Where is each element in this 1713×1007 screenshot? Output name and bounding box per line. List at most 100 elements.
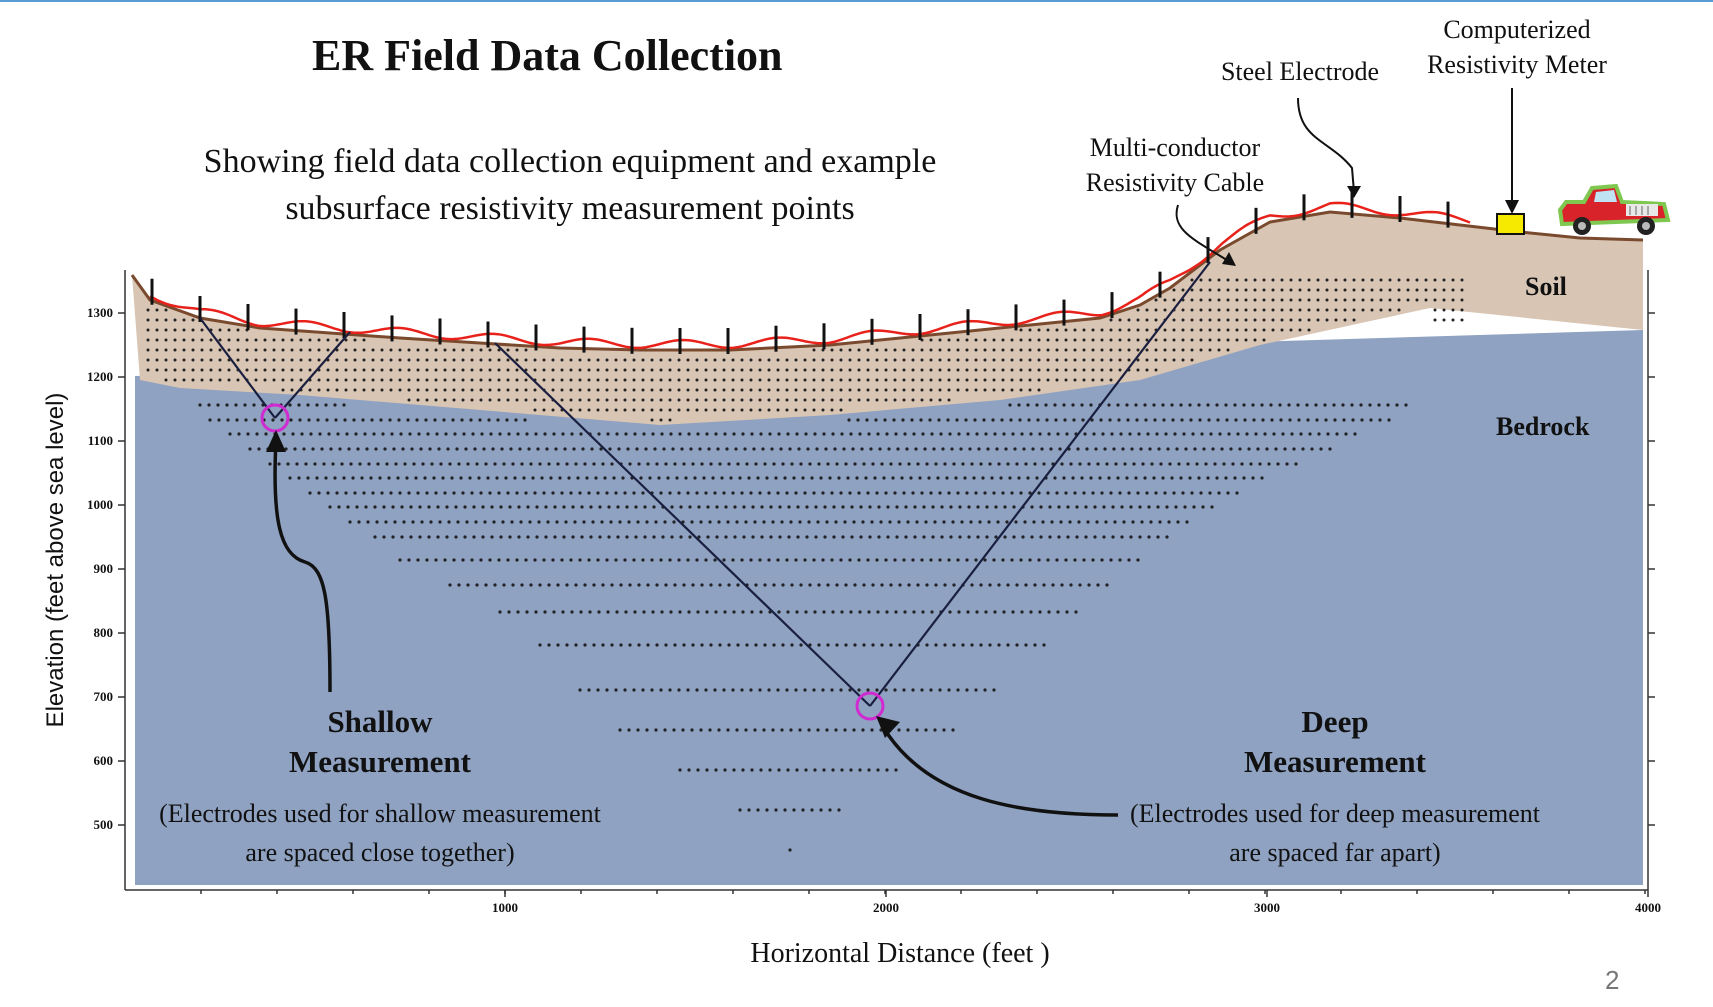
measurement-point	[594, 476, 598, 480]
measurement-point	[722, 688, 726, 692]
measurement-point	[1289, 288, 1293, 292]
measurement-point	[263, 378, 267, 382]
measurement-point	[425, 491, 429, 495]
measurement-point	[300, 432, 304, 436]
measurement-point	[460, 418, 464, 422]
measurement-point	[1256, 447, 1260, 451]
measurement-point	[796, 505, 800, 509]
measurement-point	[934, 643, 938, 647]
measurement-point	[1253, 298, 1257, 302]
measurement-point	[929, 338, 933, 342]
measurement-point	[1099, 418, 1103, 422]
measurement-point	[920, 688, 924, 692]
measurement-point	[624, 432, 628, 436]
measurement-point	[1280, 328, 1284, 332]
measurement-point	[580, 505, 584, 509]
measurement-point	[988, 583, 992, 587]
measurement-point	[885, 610, 889, 614]
measurement-point	[1004, 447, 1008, 451]
measurement-point	[542, 491, 546, 495]
electrodes-group	[150, 191, 1450, 354]
measurement-point	[786, 432, 790, 436]
measurement-point	[357, 520, 361, 524]
measurement-point	[1005, 520, 1009, 524]
measurement-point	[244, 418, 248, 422]
measurement-point	[1442, 308, 1446, 312]
measurement-point	[146, 318, 150, 322]
measurement-point	[1147, 505, 1151, 509]
measurement-point	[736, 462, 740, 466]
measurement-point	[1397, 278, 1401, 282]
measurement-point	[610, 583, 614, 587]
measurement-point	[448, 462, 452, 466]
measurement-point	[1276, 462, 1280, 466]
measurement-point	[610, 462, 614, 466]
measurement-point	[425, 398, 429, 402]
measurement-point	[830, 368, 834, 372]
measurement-point	[347, 447, 351, 451]
measurement-point	[1002, 432, 1006, 436]
measurement-point	[1010, 558, 1014, 562]
measurement-point	[1226, 288, 1230, 292]
measurement-point	[1442, 278, 1446, 282]
measurement-point	[623, 398, 627, 402]
measurement-point	[668, 378, 672, 382]
measurement-point	[538, 462, 542, 466]
measurement-point	[461, 558, 465, 562]
measurement-point	[777, 432, 781, 436]
measurement-point	[1047, 610, 1051, 614]
measurement-point	[569, 388, 573, 392]
y-axis-label: Elevation (feet above sea level)	[42, 392, 69, 728]
measurement-point	[743, 447, 747, 451]
measurement-point	[1149, 520, 1153, 524]
measurement-point	[146, 338, 150, 342]
measurement-point	[272, 358, 276, 362]
measurement-point	[327, 432, 331, 436]
measurement-point	[389, 348, 393, 352]
measurement-point	[947, 491, 951, 495]
measurement-point	[877, 535, 881, 539]
measurement-point	[1199, 278, 1203, 282]
measurement-point	[1109, 558, 1113, 562]
measurement-point	[876, 610, 880, 614]
measurement-point	[938, 368, 942, 372]
measurement-point	[209, 368, 213, 372]
measurement-point	[678, 610, 682, 614]
measurement-point	[1280, 298, 1284, 302]
measurement-point	[740, 491, 744, 495]
measurement-point	[931, 535, 935, 539]
measurement-point	[1199, 298, 1203, 302]
measurement-point	[1298, 298, 1302, 302]
measurement-point	[243, 403, 247, 407]
measurement-point	[488, 491, 492, 495]
measurement-point	[277, 462, 281, 466]
measurement-point	[758, 358, 762, 362]
measurement-point	[789, 520, 793, 524]
measurement-point	[596, 688, 600, 692]
measurement-point	[556, 583, 560, 587]
measurement-point	[564, 520, 568, 524]
measurement-point	[1190, 298, 1194, 302]
measurement-point	[738, 808, 742, 812]
measurement-point	[457, 583, 461, 587]
measurement-point	[691, 462, 695, 466]
measurement-point	[1100, 338, 1104, 342]
measurement-point	[870, 728, 874, 732]
measurement-point	[1433, 298, 1437, 302]
measurement-point	[326, 388, 330, 392]
measurement-point	[932, 447, 936, 451]
measurement-point	[1014, 520, 1018, 524]
measurement-point	[965, 358, 969, 362]
measurement-point	[403, 462, 407, 466]
measurement-point	[1217, 278, 1221, 282]
resistivity-cable	[149, 201, 1471, 350]
measurement-point	[807, 728, 811, 732]
measurement-point	[1361, 288, 1365, 292]
measurement-point	[967, 505, 971, 509]
measurement-point	[462, 432, 466, 436]
measurement-point	[913, 535, 917, 539]
measurement-point	[655, 462, 659, 466]
measurement-point	[929, 348, 933, 352]
measurement-point	[884, 348, 888, 352]
measurement-point	[245, 368, 249, 372]
